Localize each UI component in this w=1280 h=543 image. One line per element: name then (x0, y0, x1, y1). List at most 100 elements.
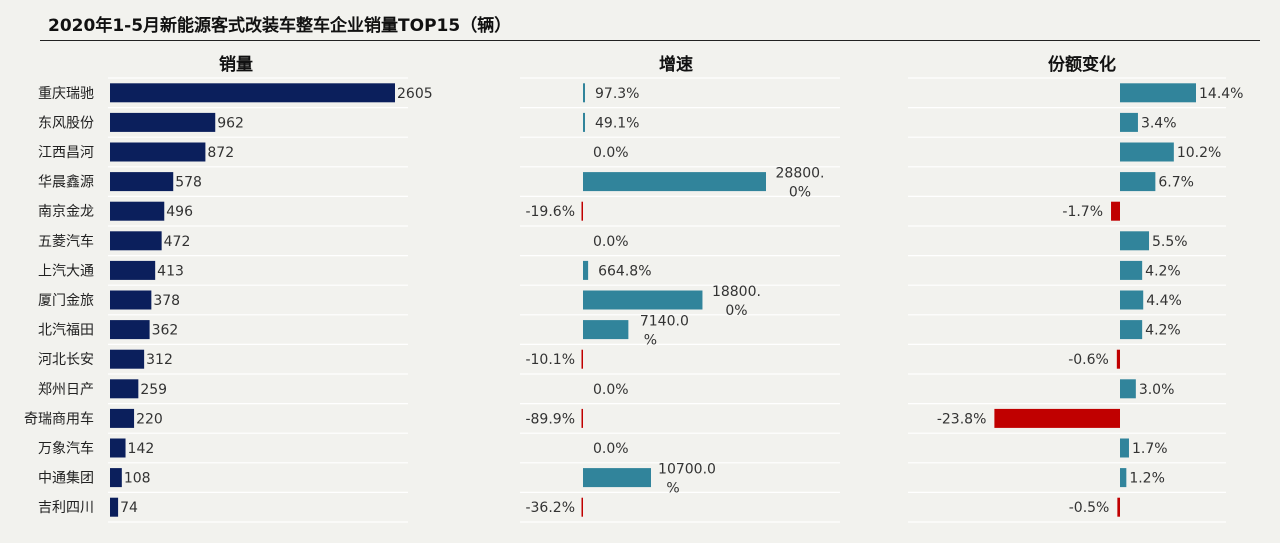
share-value-label: 4.2% (1145, 323, 1181, 339)
share-bar (1116, 349, 1120, 369)
category-label: 东风股份 (38, 115, 94, 131)
share-value-label: -1.7% (1062, 204, 1103, 220)
share-bar (1117, 497, 1120, 517)
sales-value-label: 872 (207, 145, 234, 161)
share-value-label: -0.6% (1068, 352, 1109, 368)
share-bar (1120, 438, 1129, 458)
share-bar (1120, 231, 1150, 251)
category-label: 厦门金旅 (38, 293, 94, 309)
sales-value-label: 578 (175, 175, 202, 191)
growth-value-label: -10.1% (525, 352, 575, 368)
share-value-label: -0.5% (1069, 500, 1110, 516)
panel-share: 14.4% 3.4%10.2% 6.7% -1.7% 5.5% 4.2% 4.4% 4.2% -… (937, 83, 1243, 517)
share-bar (1120, 468, 1127, 488)
share-value-label: 5.5% (1152, 234, 1188, 250)
sales-value-label: 962 (217, 115, 244, 131)
sales-bar (110, 438, 126, 458)
panel-growth: 97.3% 49.1% 0.0% 28800. 0% -19.6% 0.0% 664.8% 18… (525, 83, 825, 517)
sales-bar (110, 468, 122, 488)
sales-bar (110, 201, 165, 221)
share-value-label: 1.7% (1132, 441, 1168, 457)
category-label: 上汽大通 (38, 263, 94, 279)
sales-value-label: 312 (146, 352, 173, 368)
growth-value-label: -19.6% (525, 204, 575, 220)
share-bar (1111, 201, 1120, 221)
sales-value-label: 259 (140, 382, 167, 398)
growth-bar (583, 320, 629, 340)
sales-bar (110, 379, 139, 399)
share-value-label: 14.4% (1199, 86, 1243, 102)
share-bar (1120, 112, 1138, 132)
growth-value-label: 28800. 0% (776, 166, 825, 201)
growth-bar (583, 172, 766, 192)
growth-value-label: -89.9% (525, 411, 575, 427)
category-label: 万象汽车 (38, 440, 94, 457)
share-bar (1120, 142, 1174, 162)
category-label: 北汽福田 (38, 323, 94, 339)
growth-value-label: 0.0% (593, 145, 629, 161)
share-bar (1120, 260, 1143, 280)
category-label: 华晨鑫源 (38, 174, 94, 191)
growth-bar (581, 349, 583, 369)
growth-value-label: -36.2% (525, 500, 575, 516)
growth-value-label: 97.3% (595, 86, 639, 102)
share-bar (1120, 172, 1156, 192)
share-bar (994, 408, 1120, 428)
growth-value-label: 0.0% (593, 234, 629, 250)
sales-value-label: 378 (153, 293, 180, 309)
growth-bar (583, 290, 703, 310)
title-rule (40, 40, 1260, 41)
sales-bar (110, 142, 206, 162)
category-label: 河北长安 (38, 352, 94, 368)
panel-title-share: 份额变化 (1048, 55, 1116, 75)
growth-value-label: 0.0% (593, 441, 629, 457)
sales-value-label: 413 (157, 263, 184, 279)
sales-value-label: 496 (166, 204, 193, 220)
share-value-label: -23.8% (937, 411, 987, 427)
sales-bar (110, 83, 395, 103)
panel-sales: 重庆瑞驰 2605 东风股份 962 江西昌河 872 华晨鑫源 578 南京金龙 496 五菱汽车… (24, 83, 433, 517)
sales-bar (110, 408, 135, 428)
category-label: 重庆瑞驰 (38, 86, 94, 102)
sales-bar (110, 112, 216, 132)
growth-bar (583, 83, 585, 103)
sales-bar (110, 260, 156, 280)
growth-bar (581, 497, 583, 517)
share-bar (1120, 320, 1143, 340)
panel-title-growth: 增速 (659, 55, 693, 75)
sales-bar (110, 290, 152, 310)
sales-bar (110, 172, 174, 192)
sales-value-label: 220 (136, 411, 163, 427)
growth-value-label: 7140.0% (640, 314, 689, 349)
share-value-label: 4.2% (1145, 263, 1181, 279)
sales-value-label: 362 (152, 323, 179, 339)
growth-bar (581, 201, 583, 221)
category-label: 江西昌河 (38, 145, 94, 161)
share-value-label: 6.7% (1158, 175, 1194, 191)
sales-bar (110, 349, 145, 369)
share-bar (1120, 83, 1196, 103)
sales-value-label: 2605 (397, 86, 433, 102)
share-value-label: 1.2% (1129, 471, 1165, 487)
share-value-label: 4.4% (1146, 293, 1182, 309)
chart-title: 2020年1-5月新能源客式改装车整车企业销量TOP15（辆） (48, 16, 512, 36)
sales-bar (110, 320, 150, 340)
growth-value-label: 49.1% (595, 115, 639, 131)
gridlines (108, 77, 1226, 523)
sales-value-label: 472 (164, 234, 191, 250)
share-value-label: 3.0% (1139, 382, 1175, 398)
growth-bar (583, 112, 585, 132)
growth-value-label: 664.8% (598, 263, 651, 279)
growth-bar (581, 408, 583, 428)
panel-title-sales: 销量 (219, 55, 253, 75)
sales-bar (110, 497, 119, 517)
category-label: 吉利四川 (38, 500, 94, 516)
growth-bar (583, 468, 651, 488)
share-bar (1120, 379, 1136, 399)
share-value-label: 10.2% (1177, 145, 1221, 161)
category-label: 奇瑞商用车 (24, 410, 94, 427)
sales-value-label: 74 (120, 500, 138, 516)
sales-bar (110, 231, 162, 251)
sales-value-label: 142 (128, 441, 155, 457)
